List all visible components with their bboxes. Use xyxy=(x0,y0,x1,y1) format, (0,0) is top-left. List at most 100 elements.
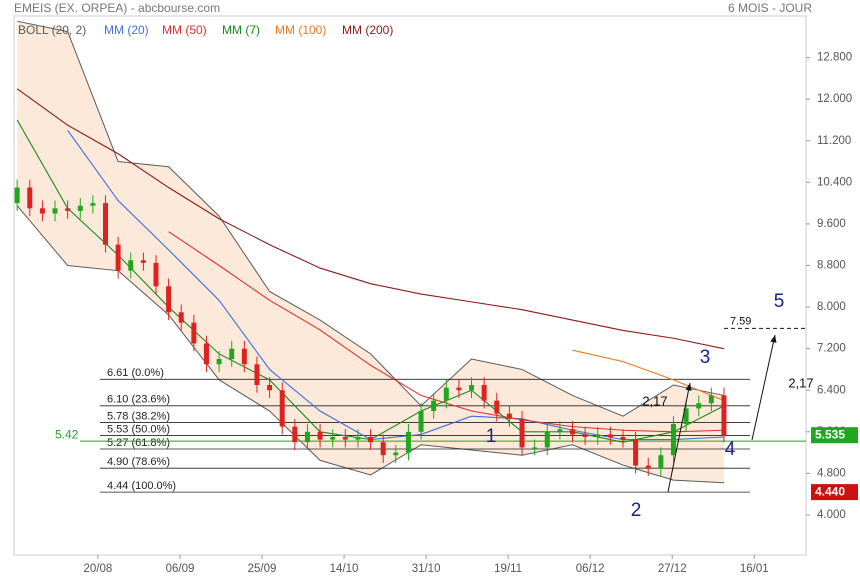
x-tick-label: 20/08 xyxy=(84,563,113,575)
support-label: 5.42 xyxy=(55,427,79,441)
candle-body xyxy=(721,395,727,436)
candle-body xyxy=(607,434,613,438)
candle-body xyxy=(103,203,109,245)
legend-label: MM (7) xyxy=(222,23,260,37)
moving-average xyxy=(67,130,724,441)
candle-body xyxy=(544,431,550,448)
candle-body xyxy=(355,437,361,440)
candle-body xyxy=(203,343,209,365)
candle-body xyxy=(254,364,260,386)
candle-body xyxy=(557,429,563,432)
moving-average xyxy=(16,88,725,350)
candle-body xyxy=(140,260,146,263)
moving-average xyxy=(572,349,725,402)
candle-body xyxy=(39,208,45,214)
candle-body xyxy=(519,418,525,448)
candle-body xyxy=(570,429,576,435)
arrow xyxy=(667,382,691,493)
bollinger-fill xyxy=(17,21,724,483)
candle-body xyxy=(431,400,437,412)
wave-label: 3 xyxy=(700,347,711,368)
candle-body xyxy=(532,447,538,449)
y-tick-label: 10.400 xyxy=(817,176,852,188)
candle-body xyxy=(443,387,449,401)
fib-label: 4.44 (100.0%) xyxy=(107,480,176,492)
candle-body xyxy=(393,452,399,456)
candle-body xyxy=(52,208,58,214)
candle-body xyxy=(494,400,500,414)
chart-title: EMEIS (EX. ORPEA) - abcbourse.com xyxy=(14,1,220,15)
fib-label: 4.90 (78.6%) xyxy=(107,456,170,468)
low-price-badge xyxy=(811,484,858,501)
y-tick-label: 4.000 xyxy=(817,509,846,521)
arrow-head xyxy=(685,383,692,391)
fib-label: 6.10 (23.6%) xyxy=(107,394,170,406)
x-tick-label: 25/09 xyxy=(248,563,277,575)
x-tick-label: 06/12 xyxy=(576,563,605,575)
candle-body xyxy=(633,439,639,466)
candle-body xyxy=(582,434,588,438)
candle-body xyxy=(683,408,689,425)
candle-body xyxy=(620,437,626,440)
candle-body xyxy=(166,286,172,313)
x-tick-label: 14/10 xyxy=(330,563,359,575)
legend-label: BOLL (20, 2) xyxy=(18,23,86,37)
candle-body xyxy=(342,437,348,440)
candle-body xyxy=(368,437,374,443)
candle-body xyxy=(279,390,285,427)
note-label: 2,17 xyxy=(788,375,813,390)
wave-label: 1 xyxy=(486,426,497,447)
candle-body xyxy=(456,387,462,391)
wave-label: 4 xyxy=(725,439,736,460)
fib-label: 5.53 (50.0%) xyxy=(107,423,170,435)
last-price-badge xyxy=(811,427,858,444)
candle-body xyxy=(153,262,159,287)
wave-label: 2 xyxy=(631,500,642,521)
candle-body xyxy=(696,403,702,409)
candle-body xyxy=(418,411,424,432)
candle-body xyxy=(380,442,386,456)
candle-body xyxy=(658,455,664,469)
plot: 6.61 (0.0%) 6.10 (23.6%) 5.78 (38.2%)5.53 … xyxy=(14,20,814,521)
candle-body xyxy=(178,312,184,323)
candle-body xyxy=(128,260,134,271)
y-tick-label: 8.800 xyxy=(817,260,846,272)
y-tick-label: 9.600 xyxy=(817,218,846,230)
candle-body xyxy=(191,322,197,344)
candle-body xyxy=(77,205,83,211)
x-tick-label: 06/09 xyxy=(166,563,195,575)
note-label: 2,17 xyxy=(642,393,667,408)
bollinger-lower xyxy=(16,205,724,484)
wave-label: 5 xyxy=(774,291,785,312)
candle-body xyxy=(330,437,336,440)
candle-body xyxy=(115,244,121,271)
candle-body xyxy=(469,385,475,391)
candle-body xyxy=(506,413,512,419)
candle-body xyxy=(229,348,235,360)
candle-body xyxy=(27,187,33,209)
x-tick-label: 19/11 xyxy=(494,563,522,575)
candle-body xyxy=(317,431,323,440)
candle-body xyxy=(14,187,20,204)
candle-body xyxy=(595,434,601,438)
candle-body xyxy=(241,348,247,365)
arrow xyxy=(751,334,776,441)
y-tick-label: 8.000 xyxy=(817,301,846,313)
y-tick-label: 11.200 xyxy=(817,135,851,147)
arrow-head xyxy=(770,335,777,343)
candle-body xyxy=(65,208,71,211)
y-tick-label: 4.800 xyxy=(817,467,846,479)
y-tick-label: 12.800 xyxy=(817,52,852,64)
candle-body xyxy=(304,431,310,443)
candle-body xyxy=(670,424,676,456)
candle-body xyxy=(645,465,651,469)
x-tick-label: 16/01 xyxy=(740,563,769,575)
candle-body xyxy=(292,426,298,443)
low-price-label: 4.440 xyxy=(815,484,845,498)
candle-body xyxy=(481,385,487,401)
fib-label: 5.78 (38.2%) xyxy=(107,410,170,422)
candle-body xyxy=(216,359,222,365)
legend-label: MM (20) xyxy=(104,23,149,37)
